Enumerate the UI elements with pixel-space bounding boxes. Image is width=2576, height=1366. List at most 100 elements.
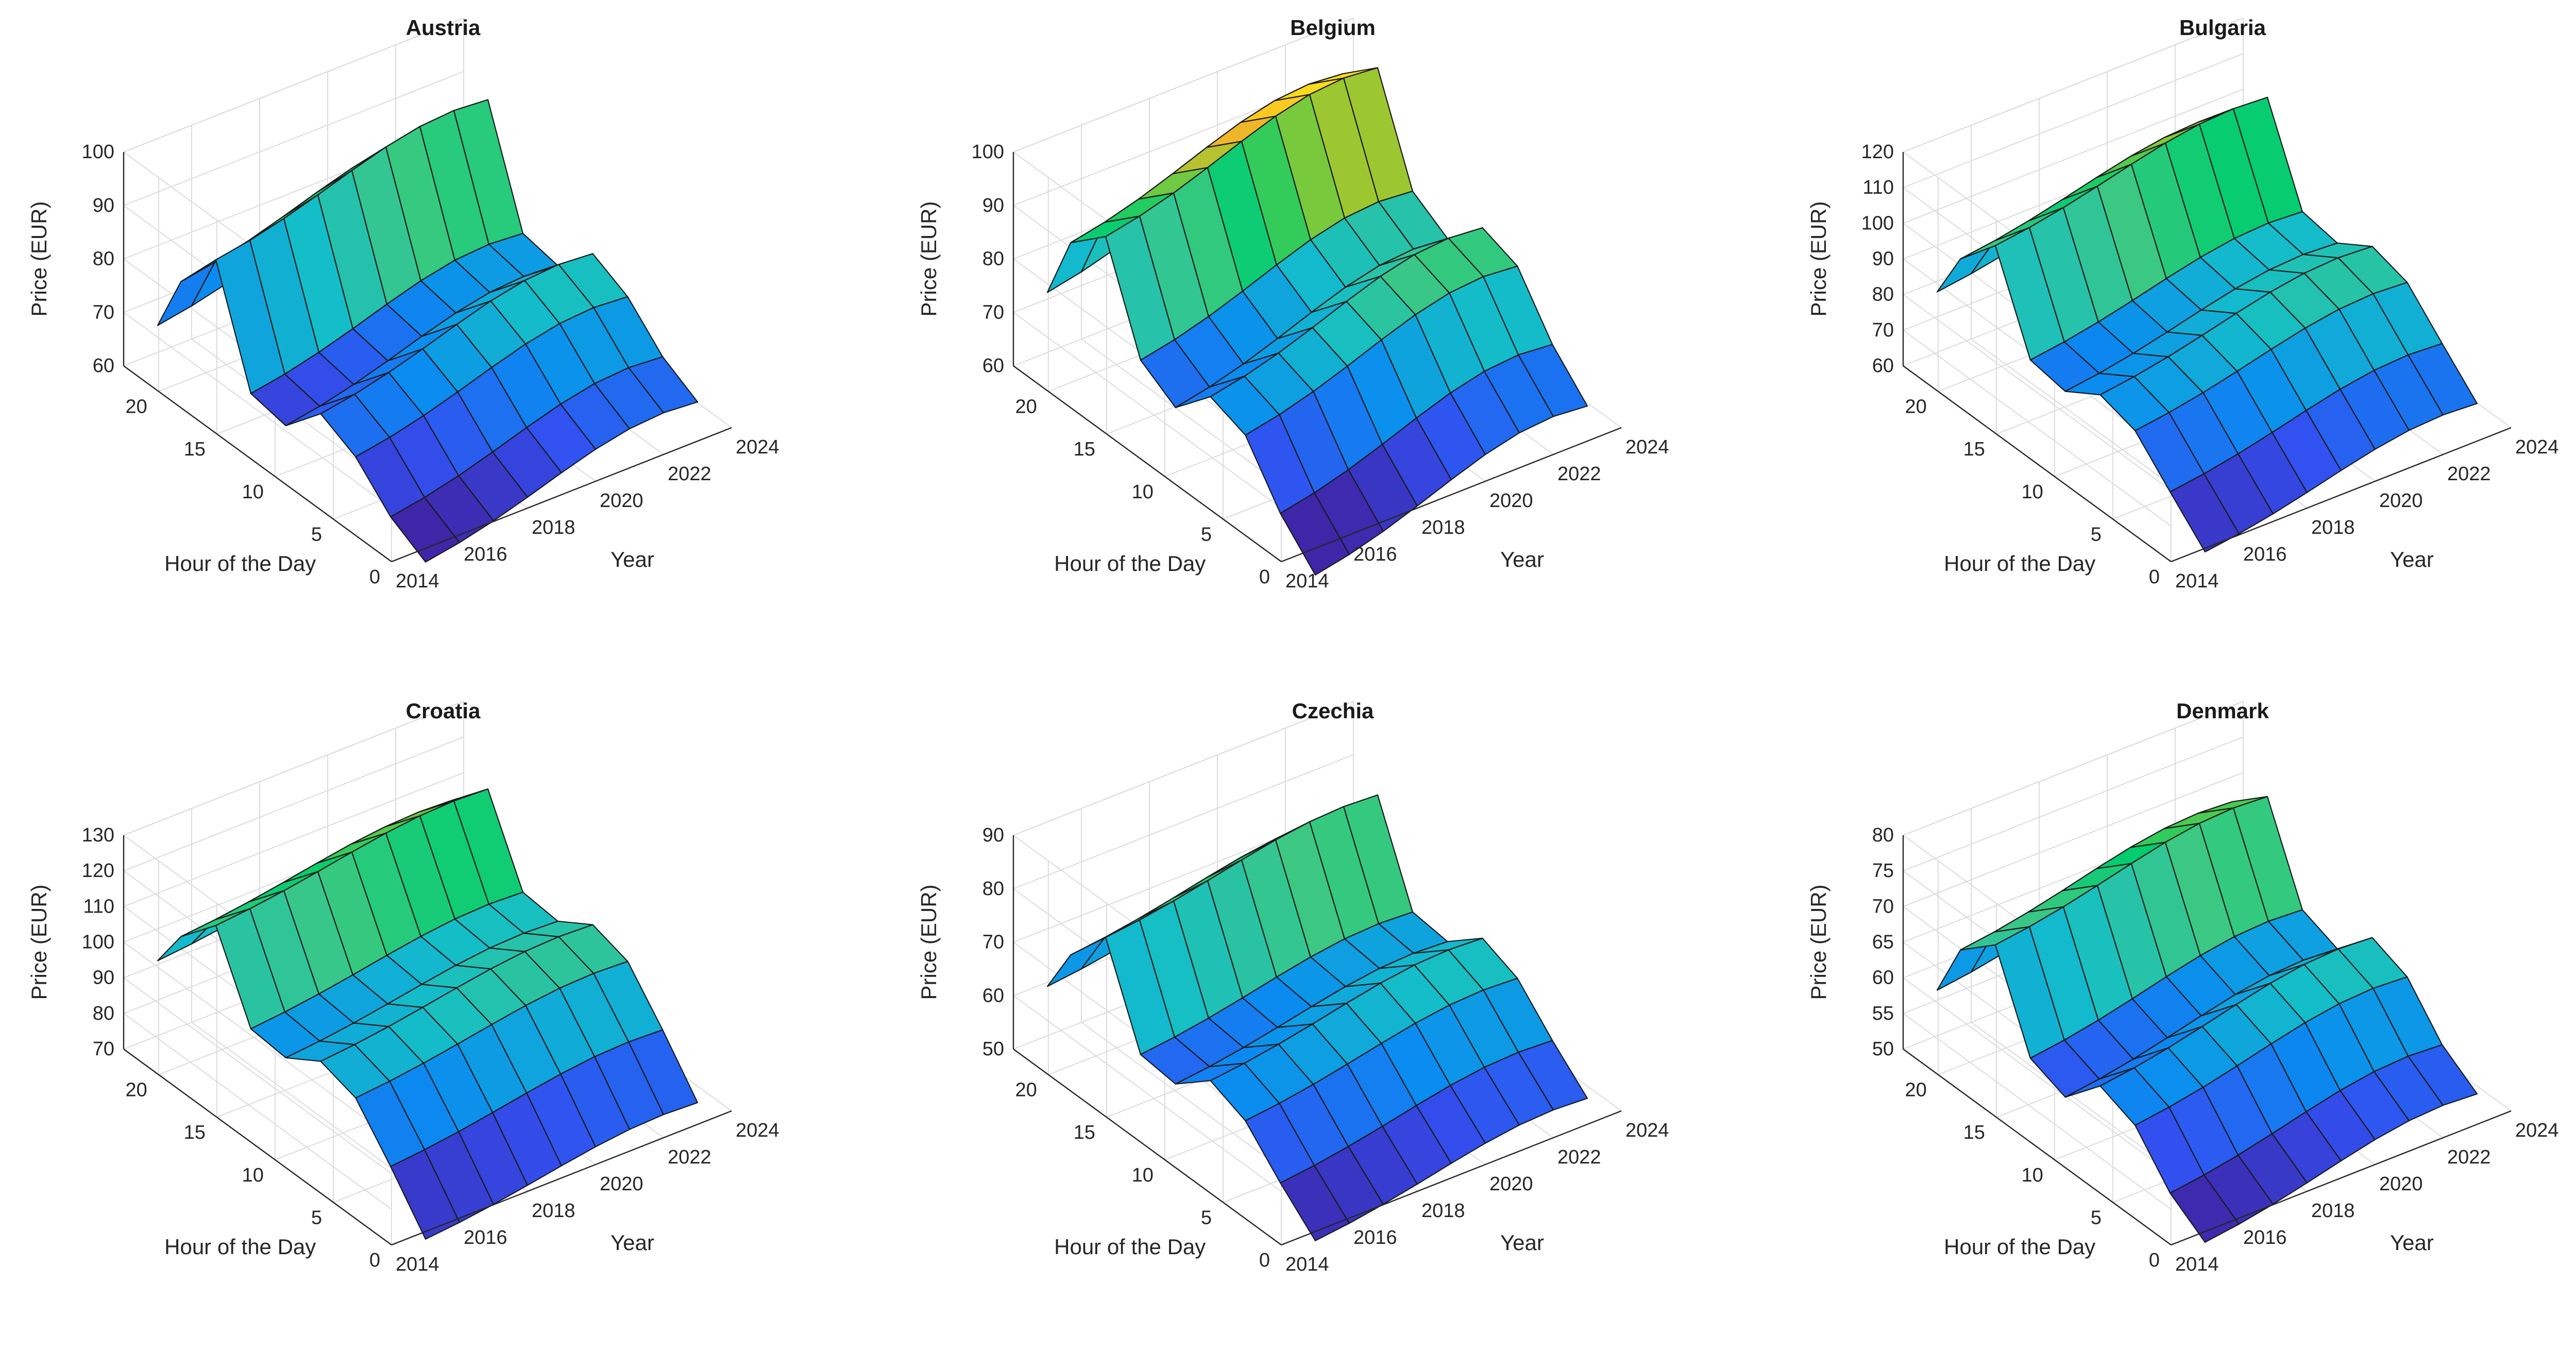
y-tick-label: 10 [2022, 1165, 2043, 1186]
panel-denmark: 50 55 60 65 70 75 80 2014 2016 2018 2020 2022 2024 0 5… [1780, 683, 2576, 1366]
y-axis-label: Hour of the Day [1054, 1235, 1206, 1259]
x-tick-label: 2022 [668, 1146, 711, 1168]
z-axis-label: Price (EUR) [27, 201, 51, 316]
x-tick-label: 2018 [532, 1200, 575, 1222]
surface-facet [1046, 937, 1106, 987]
surface-chart-bulgaria: 6070809010011012020142016201820202022202… [1806, 15, 2559, 592]
x-tick-label: 2024 [736, 436, 779, 458]
x-tick-label: 2018 [1421, 517, 1465, 538]
x-tick-label: 2022 [2447, 1146, 2491, 1168]
x-tick-label: 2016 [1353, 1227, 1397, 1249]
x-tick-label: 2024 [2515, 1120, 2559, 1141]
z-tick-label: 100 [972, 141, 1004, 163]
z-tick-label: 75 [1872, 860, 1894, 882]
surface-chart-austria: 60 70 80 90 100 2014 2016 2018 2020 2022 2024 0 5 10 1… [27, 15, 779, 592]
x-tick-label: 2020 [1489, 490, 1533, 512]
z-tick-label: 100 [1861, 212, 1894, 234]
y-tick-label: 0 [2149, 566, 2160, 588]
z-tick-label: 120 [82, 860, 114, 882]
x-tick-label: 2016 [2243, 544, 2287, 565]
y-tick-label: 20 [1015, 1080, 1037, 1101]
z-tick-label: 80 [982, 878, 1004, 900]
y-axis-label: Hour of the Day [1944, 1235, 2095, 1259]
x-tick-label: 2022 [1557, 1146, 1601, 1168]
x-tick-label: 2024 [736, 1120, 779, 1141]
y-tick-label: 0 [369, 566, 380, 588]
z-axis-label: Price (EUR) [1806, 884, 1831, 1000]
x-tick-label: 2020 [1489, 1173, 1533, 1195]
x-tick-label: 2024 [1625, 436, 1669, 458]
y-tick-label: 10 [242, 481, 264, 503]
y-tick-label: 20 [126, 1080, 147, 1101]
y-tick-label: 20 [126, 396, 147, 418]
surface-facet [1518, 1040, 1588, 1111]
y-tick-label: 20 [1015, 396, 1037, 418]
x-tick-label: 2022 [2447, 463, 2491, 485]
x-tick-label: 2020 [2379, 490, 2423, 512]
y-axis-label: Hour of the Day [164, 1235, 316, 1259]
z-tick-label: 120 [1861, 141, 1894, 163]
surface-facet [2408, 343, 2478, 416]
surface-chart-belgium: 60 70 80 90 100 2014 2016 2018 2020 2022 2024 0 5 10 1… [917, 15, 1669, 592]
z-tick-label: 90 [982, 195, 1004, 216]
z-tick-label: 60 [1872, 967, 1894, 989]
x-tick-label: 2020 [2379, 1173, 2423, 1195]
x-tick-label: 2014 [396, 1254, 439, 1275]
z-tick-label: 80 [982, 248, 1004, 270]
x-axis-label: Year [1500, 547, 1544, 571]
surface-facet [628, 1029, 699, 1116]
panel-austria: 60 70 80 90 100 2014 2016 2018 2020 2022 2024 0 5 10 1… [0, 0, 889, 683]
chart-title: Belgium [1290, 15, 1376, 40]
z-tick-label: 65 [1872, 932, 1894, 953]
z-tick-label: 80 [93, 248, 114, 270]
y-tick-label: 10 [2022, 481, 2043, 503]
z-tick-label: 50 [1872, 1038, 1894, 1060]
surface-chart-denmark: 50 55 60 65 70 75 80 2014 2016 2018 2020 2022 2024 0 5… [1806, 699, 2559, 1275]
y-tick-label: 5 [2091, 524, 2102, 545]
z-tick-label: 50 [982, 1038, 1004, 1060]
y-tick-label: 15 [184, 1122, 206, 1143]
z-tick-label: 60 [1872, 355, 1894, 377]
y-tick-label: 0 [2149, 1250, 2160, 1271]
z-tick-label: 90 [93, 967, 114, 989]
z-tick-label: 80 [93, 1003, 114, 1024]
x-tick-label: 2024 [2515, 436, 2559, 458]
chart-title: Austria [406, 15, 481, 40]
x-axis-label: Year [2390, 1230, 2434, 1255]
x-tick-label: 2016 [464, 544, 507, 565]
x-tick-label: 2014 [2175, 1254, 2219, 1275]
chart-title: Denmark [2176, 699, 2269, 723]
chart-title: Bulgaria [2179, 15, 2266, 40]
chart-title: Czechia [1292, 699, 1374, 723]
y-tick-label: 20 [1905, 396, 1927, 418]
z-tick-label: 60 [93, 355, 114, 377]
y-tick-label: 15 [1963, 439, 1985, 460]
x-tick-label: 2018 [2311, 1200, 2355, 1222]
z-tick-label: 70 [982, 932, 1004, 953]
z-tick-label: 100 [82, 932, 114, 953]
y-tick-label: 15 [1074, 1122, 1095, 1143]
x-tick-label: 2014 [396, 570, 439, 592]
y-axis-label: Hour of the Day [1944, 551, 2095, 576]
y-tick-label: 10 [1132, 481, 1154, 503]
z-tick-label: 110 [1862, 177, 1894, 198]
surface-facet [2408, 1044, 2478, 1106]
y-tick-label: 0 [1259, 1250, 1270, 1271]
x-axis-label: Year [611, 1230, 654, 1255]
y-tick-label: 20 [1905, 1080, 1927, 1101]
x-tick-label: 2018 [1421, 1200, 1465, 1222]
surface-facet [1518, 344, 1588, 417]
y-tick-label: 10 [1132, 1165, 1154, 1186]
y-tick-label: 5 [2091, 1207, 2102, 1228]
z-axis-label: Price (EUR) [1806, 201, 1831, 316]
z-tick-label: 90 [982, 824, 1004, 846]
z-tick-label: 90 [93, 195, 114, 216]
z-axis-label: Price (EUR) [917, 201, 941, 316]
y-tick-label: 10 [242, 1165, 264, 1186]
surface-chart-croatia: 7080901001101201302014201620182020202220… [27, 699, 779, 1275]
x-tick-label: 2022 [668, 463, 711, 485]
x-axis-label: Year [611, 547, 654, 571]
z-tick-label: 130 [82, 824, 114, 846]
y-tick-label: 15 [1074, 439, 1095, 460]
